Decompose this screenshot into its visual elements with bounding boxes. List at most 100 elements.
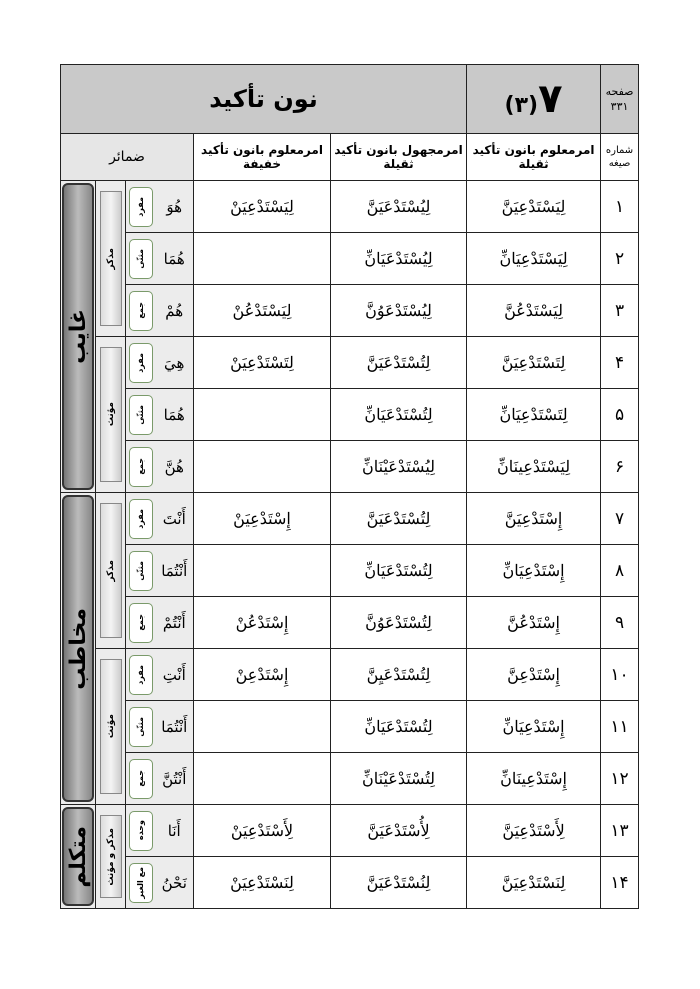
gender-group: مذکر و مؤنث (95, 804, 126, 909)
active-heavy-form: إِسْتَدْعِيَانِّ (466, 700, 602, 753)
passive-heavy-form: لِتُسْتَدْعَوُنَّ (329, 596, 468, 649)
gender-group: مؤنث (95, 648, 126, 805)
pronoun: هُمَا (155, 232, 194, 285)
count-label: مفرد (125, 648, 156, 701)
row-number: ۱۲ (600, 752, 640, 805)
page-number: صفحه ۳۳۱ (600, 64, 640, 134)
active-light-form (193, 388, 331, 441)
count-label: مفرد (125, 492, 156, 545)
pronoun: أَنْتُمْ (155, 596, 194, 649)
count-label: مثنّی (125, 232, 156, 285)
lesson-number: ٧(٣) (466, 64, 602, 134)
header-active-heavy: امرمعلوم بانون تأکید ثقیلة (466, 133, 602, 181)
table-row: مؤنث مفرد هِيَ لِتَسْتَدْعِيَنْ لِتُسْتَدْعَ… (61, 336, 640, 493)
table-row: مثنّی أَنْتُمَا لِتُسْتَدْعَيَانِّ إِسْتَدْ… (61, 700, 640, 753)
gender-group: مؤنث (95, 336, 126, 493)
active-heavy-form: لِيَسْتَدْعُنَّ (466, 284, 602, 337)
count-label: جمع (125, 440, 156, 493)
active-heavy-form: إِسْتَدْعِنَّ (466, 648, 602, 701)
count-label: جمع (125, 596, 156, 649)
row-number: ۷ (600, 492, 640, 545)
row-number: ۸ (600, 544, 640, 597)
pronoun: نَحْنُ (155, 856, 194, 909)
row-number: ۱۰ (600, 648, 640, 701)
active-light-form: إِسْتَدْعِيَنْ (193, 492, 331, 545)
active-heavy-form: إِسْتَدْعُنَّ (466, 596, 602, 649)
table-row: جمع هُمْ لِيَسْتَدْعُنْ لِيُسْتَدْعَوُنَّ لِ… (61, 284, 640, 337)
passive-heavy-form: لِتُسْتَدْعَيَانِّ (329, 388, 468, 441)
passive-heavy-form: لِتُسْتَدْعَيَنَّ (329, 492, 468, 545)
count-label: مع الغیر (125, 856, 156, 909)
active-light-form (193, 232, 331, 285)
active-light-form (193, 544, 331, 597)
table-row: مخاطب مذکر مفرد أَنْتَ إِسْتَدْعِيَنْ لِتُسْت… (60, 492, 640, 805)
row-number: ۴ (600, 336, 640, 389)
row-number: ۶ (600, 440, 640, 493)
count-label: مفرد (125, 180, 156, 233)
count-label: مثنّی (125, 700, 156, 753)
row-number: ۱۴ (600, 856, 640, 909)
pronoun: أَنْتُنَّ (155, 752, 194, 805)
active-heavy-form: إِسْتَدْعِينَانِّ (466, 752, 602, 805)
gender-group: مذکر (95, 492, 126, 649)
pronoun: هُمَا (155, 388, 194, 441)
row-number: ۵ (600, 388, 640, 441)
active-heavy-form: لِأَسْتَدْعِيَنَّ (466, 804, 602, 857)
pronoun: أَنْتَ (155, 492, 194, 545)
pronoun: هُمْ (155, 284, 194, 337)
row-number: ۲ (600, 232, 640, 285)
count-label: وحده (125, 804, 156, 857)
conjugation-table: نون تأكيد ٧(٣) صفحه ۳۳۱ ضمائر امرمعلوم با… (59, 64, 640, 909)
active-light-form: إِسْتَدْعُنْ (193, 596, 331, 649)
header-pronouns: ضمائر (60, 133, 194, 181)
header-passive-heavy: امرمجهول بانون تأکید ثقیلة (329, 133, 468, 181)
active-light-form: لِيَسْتَدْعِيَنْ (193, 180, 331, 233)
active-heavy-form: لِتَسْتَدْعِيَنَّ (466, 336, 602, 389)
person-group: متکلم (60, 804, 96, 909)
active-light-form: لِيَسْتَدْعُنْ (193, 284, 331, 337)
pronoun: هُوَ (155, 180, 194, 233)
passive-heavy-form: لِتُسْتَدْعَيَانِّ (329, 544, 468, 597)
table-row: مؤنث مفرد أَنْتِ إِسْتَدْعِنْ لِتُسْتَدْعَيِ… (61, 648, 640, 805)
row-number: ۱۳ (600, 804, 640, 857)
active-light-form (193, 752, 331, 805)
table-row: غایب مذکر مفرد هُوَ لِيَسْتَدْعِيَنْ لِيُسْتَ… (60, 180, 640, 493)
person-group: مخاطب (60, 492, 96, 805)
table-row: متکلم مذکر و مؤنث وحده أَنَا لِأَسْتَدْعِيَن… (60, 804, 640, 909)
pronoun: هُنَّ (155, 440, 194, 493)
row-number: ۱۱ (600, 700, 640, 753)
passive-heavy-form: لِيُسْتَدْعَيَانِّ (329, 232, 468, 285)
count-label: جمع (125, 284, 156, 337)
page-title: نون تأكيد (59, 64, 468, 134)
table-row: جمع هُنَّ لِيُسْتَدْعَيْنَانِّ لِيَسْتَدْعِ… (61, 440, 640, 493)
active-light-form (193, 700, 331, 753)
active-light-form: لِنَسْتَدْعِيَنْ (193, 856, 331, 909)
table-row: مع الغیر نَحْنُ لِنَسْتَدْعِيَنْ لِنُسْتَدْ… (61, 856, 640, 909)
active-light-form: لِأَسْتَدْعِيَنْ (193, 804, 331, 857)
pronoun: هِيَ (155, 336, 194, 389)
active-light-form: لِتَسْتَدْعِيَنْ (193, 336, 331, 389)
active-heavy-form: لِيَسْتَدْعِيَنَّ (466, 180, 602, 233)
row-number: ۹ (600, 596, 640, 649)
count-label: مفرد (125, 336, 156, 389)
person-group: غایب (60, 180, 96, 493)
passive-heavy-form: لِيُسْتَدْعَيْنَانِّ (329, 440, 468, 493)
table-row: مثنّی هُمَا لِيُسْتَدْعَيَانِّ لِيَسْتَدْعِ… (61, 232, 640, 285)
active-light-form (193, 440, 331, 493)
count-label: مثنّی (125, 388, 156, 441)
active-heavy-form: إِسْتَدْعِيَنَّ (466, 492, 602, 545)
active-heavy-form: لِنَسْتَدْعِيَنَّ (466, 856, 602, 909)
gender-group: مذکر (95, 180, 126, 337)
table-row: جمع أَنْتُمْ إِسْتَدْعُنْ لِتُسْتَدْعَوُنَّ… (61, 596, 640, 649)
passive-heavy-form: لِنُسْتَدْعَيَنَّ (329, 856, 468, 909)
row-number: ۳ (600, 284, 640, 337)
table-row: جمع أَنْتُنَّ لِتُسْتَدْعَيْنَانِّ إِسْتَدْ… (61, 752, 640, 805)
row-number: ۱ (600, 180, 640, 233)
header-active-light: امرمعلوم بانون تأکید خفیفة (193, 133, 331, 181)
passive-heavy-form: لِيُسْتَدْعَوُنَّ (329, 284, 468, 337)
active-heavy-form: لِيَسْتَدْعِينَانِّ (466, 440, 602, 493)
passive-heavy-form: لِتُسْتَدْعَيِنَّ (329, 648, 468, 701)
passive-heavy-form: لِيُسْتَدْعَيَنَّ (329, 180, 468, 233)
passive-heavy-form: لِأُسْتَدْعَيَنَّ (329, 804, 468, 857)
table-row: مثنّی هُمَا لِتُسْتَدْعَيَانِّ لِتَسْتَدْعِ… (61, 388, 640, 441)
